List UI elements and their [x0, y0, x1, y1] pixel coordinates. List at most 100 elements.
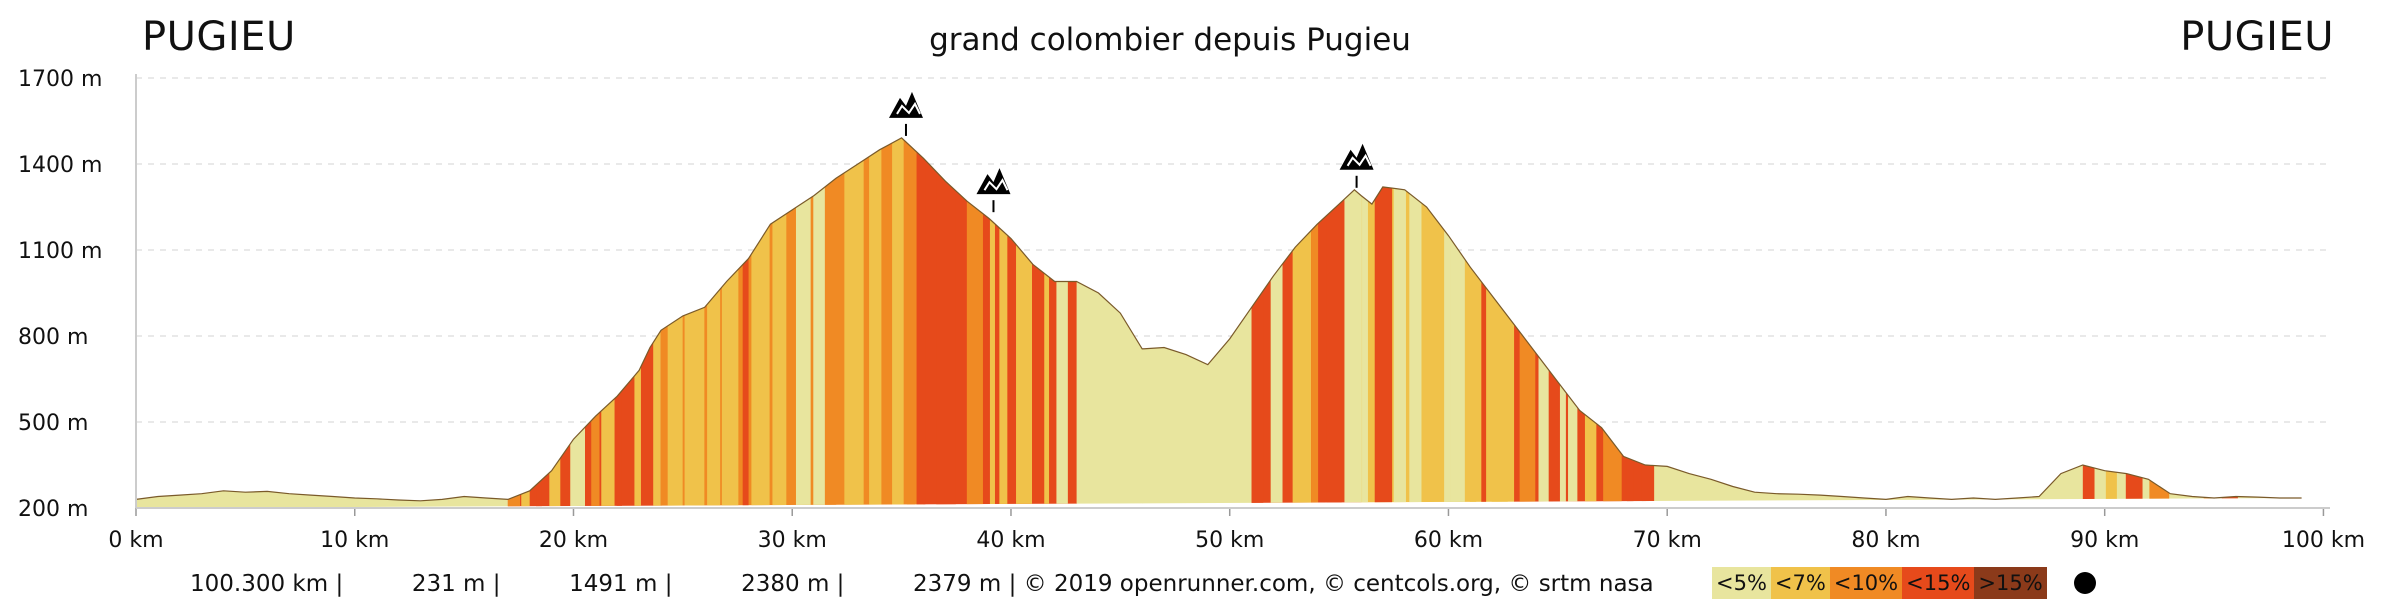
chart-title: grand colombier depuis Pugieu — [929, 22, 1411, 58]
grade-stripe — [1326, 137, 1342, 508]
grade-stripe — [1362, 137, 1368, 508]
summit-peak — [888, 91, 923, 118]
grade-stripe — [1270, 137, 1283, 508]
x-tick-label: 30 km — [758, 528, 827, 553]
summit-markers — [888, 91, 1374, 213]
summit-peak-highlight — [1346, 153, 1372, 167]
grade-stripe — [892, 137, 904, 508]
end-place-label: PUGIEU — [2180, 14, 2334, 60]
grade-stripe — [795, 137, 811, 508]
grade-stripe — [772, 137, 787, 508]
grade-stripe — [684, 137, 705, 508]
grade-stripe — [1251, 137, 1264, 508]
grade-stripe — [2221, 137, 2238, 508]
grade-stripe — [742, 137, 749, 508]
legend-item-lt7: <7% — [1770, 567, 1830, 599]
y-tick-label: 800 m — [18, 325, 88, 350]
x-tick-label: 0 km — [108, 528, 163, 553]
grade-stripe — [1450, 137, 1465, 508]
grade-stripe — [521, 137, 530, 508]
grade-stripe — [507, 137, 521, 508]
grade-stripe — [1568, 137, 1578, 508]
grade-stripe — [1444, 137, 1451, 508]
summit-mountain-icon — [976, 168, 1011, 213]
legend-item-gt15: >15% — [1974, 567, 2047, 599]
grade-stripe — [2149, 137, 2170, 508]
y-tick-label: 1100 m — [18, 239, 102, 264]
y-tick-label: 1700 m — [18, 67, 102, 92]
legend-item-lt10: <10% — [1829, 567, 1903, 599]
grade-stripe — [813, 137, 825, 508]
grade-stripe — [844, 137, 864, 508]
grade-stripe — [1538, 137, 1549, 508]
grade-stripe — [667, 137, 683, 508]
grade-band — [1076, 137, 1143, 508]
grade-stripe — [591, 137, 600, 508]
grade-stripe — [721, 137, 739, 508]
grade-stripe — [634, 137, 641, 508]
y-tick-label: 200 m — [18, 497, 88, 522]
summit-peak — [976, 168, 1011, 195]
summit-mountain-icon — [1339, 143, 1374, 188]
grade-stripe — [825, 137, 837, 508]
y-tick-label: 1400 m — [18, 153, 102, 178]
grade-stripe — [1409, 137, 1422, 508]
grade-stripe — [601, 137, 615, 508]
grade-stripe — [536, 137, 542, 508]
x-tick-label: 20 km — [539, 528, 608, 553]
stat-ascent: 2380 m | — [741, 571, 845, 597]
grade-stripe — [906, 137, 916, 508]
summit-peak — [1339, 143, 1374, 170]
grade-stripe — [1344, 137, 1362, 508]
grade-stripe — [2179, 137, 2192, 508]
legend-item-lt15: <15% — [1902, 567, 1975, 599]
stat-min-elevation: 231 m | — [411, 571, 501, 597]
grade-stripe — [1626, 137, 1634, 508]
grade-stripe — [1641, 137, 1655, 508]
grade-stripe — [570, 137, 585, 508]
grade-stripe — [2125, 137, 2143, 508]
grade-stripe — [2105, 137, 2117, 508]
summit-peak-highlight — [896, 101, 921, 115]
profile-outline — [135, 137, 2302, 502]
y-tick-label: 500 m — [18, 411, 88, 436]
grade-stripe — [751, 137, 770, 508]
grade-stripe — [616, 137, 622, 508]
axes: 1700 m 1400 m 1100 m 800 m 500 m 200 m 0 km 10 … — [18, 67, 2365, 553]
x-tick-label: 80 km — [1851, 528, 1920, 553]
x-tick-label: 90 km — [2070, 528, 2139, 553]
grade-band — [1645, 137, 2302, 508]
grade-stripe — [549, 137, 561, 508]
grade-stripe — [1425, 137, 1435, 508]
grade-stripe — [916, 137, 926, 508]
x-tick-label: 70 km — [1633, 528, 1702, 553]
grade-stripe — [1584, 137, 1597, 508]
route-stats: 100.300 km | 231 m | 1491 m | 2380 m | 2… — [190, 571, 1654, 597]
summit-mountain-icon — [888, 91, 923, 136]
grade-stripe — [1481, 137, 1487, 508]
grade-stripe — [936, 137, 956, 508]
x-tick-label: 60 km — [1414, 528, 1483, 553]
grade-stripe — [2082, 137, 2095, 508]
grade-stripe — [1469, 137, 1477, 508]
grade-stripe — [1519, 137, 1536, 508]
grade-stripe — [707, 137, 721, 508]
grade-band — [136, 137, 509, 508]
stat-max-elevation: 1491 m | — [569, 571, 673, 597]
stat-distance: 100.300 km | — [190, 571, 344, 597]
grade-stripe — [1374, 137, 1393, 508]
grade-stripe — [989, 137, 995, 508]
grade-stripe — [1056, 137, 1068, 508]
grade-stripe — [869, 137, 882, 508]
summit-peak-highlight — [983, 178, 1009, 191]
position-marker-icon — [2074, 572, 2096, 594]
x-tick-label: 50 km — [1195, 528, 1264, 553]
grade-stripe — [999, 137, 1008, 508]
grade-stripe — [1491, 137, 1508, 508]
grade-stripe — [1311, 137, 1319, 508]
grade-stripe — [1292, 137, 1312, 508]
grade-band — [1142, 137, 1253, 508]
grade-legend: <5% <7% <10% <15% >15% — [1712, 567, 2047, 599]
grade-stripe — [966, 137, 983, 508]
